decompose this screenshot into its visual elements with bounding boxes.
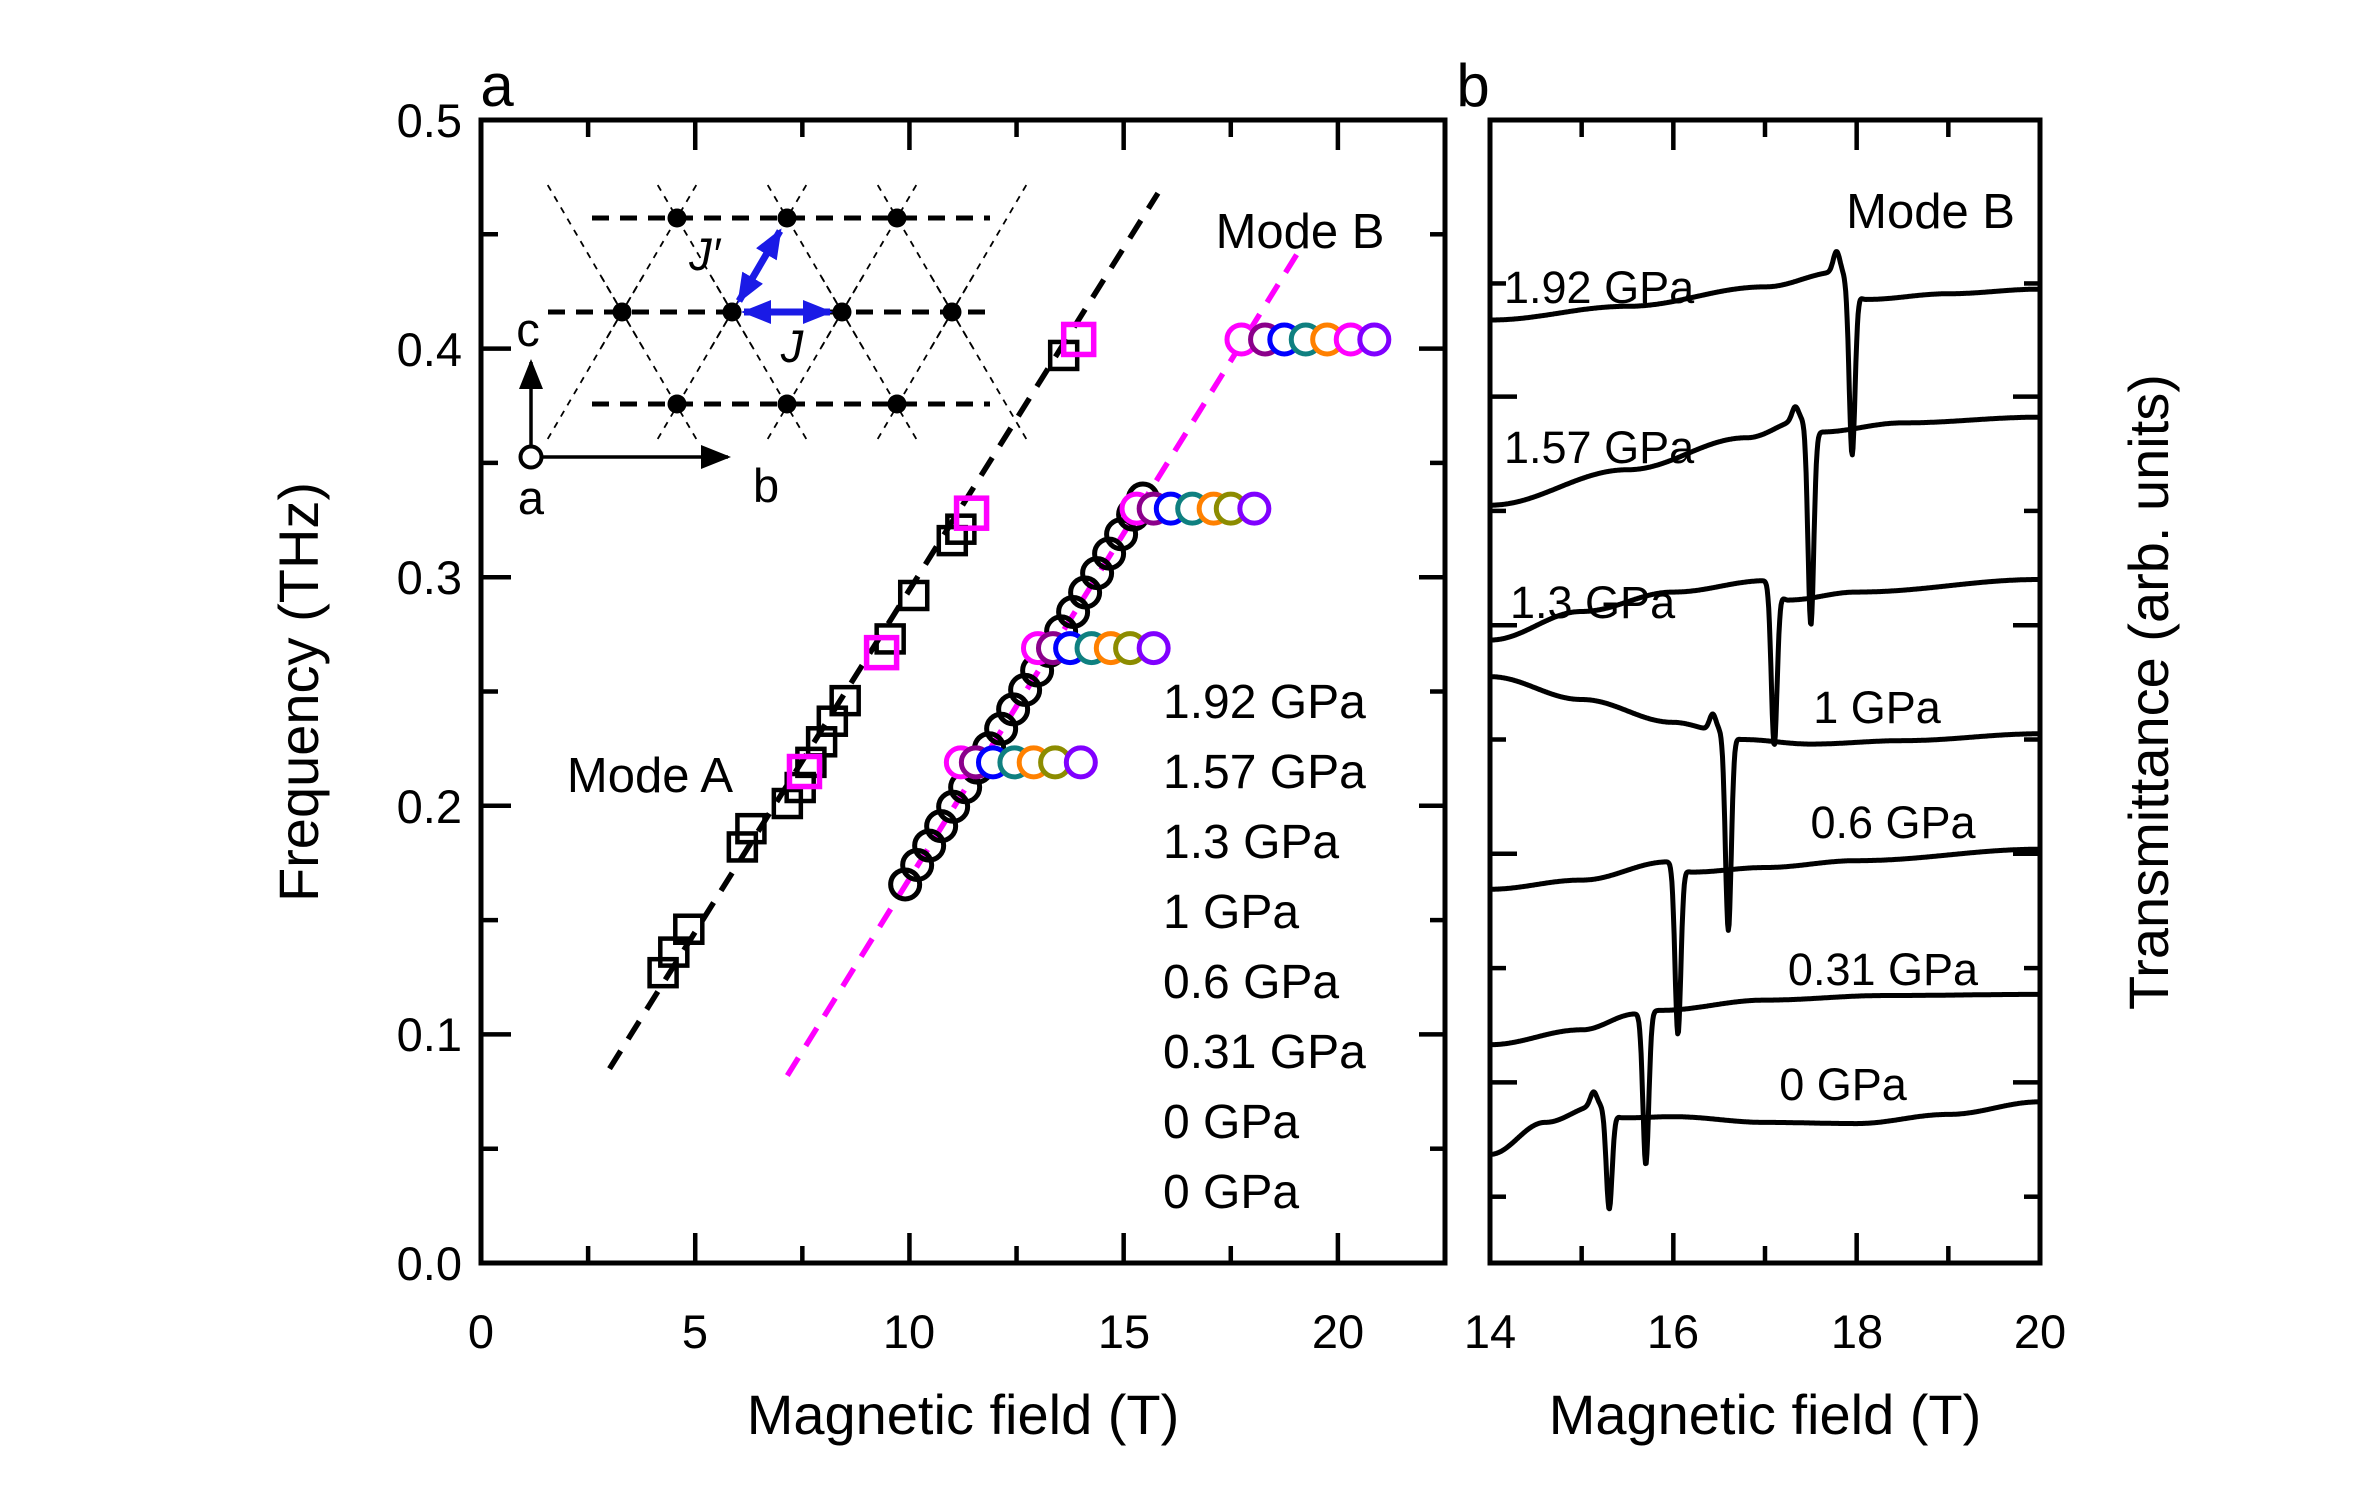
lattice-diagonal-bond <box>600 275 699 443</box>
lattice-diagonal-bond <box>930 275 1029 443</box>
lattice-site <box>777 208 797 228</box>
panel-a-marks <box>481 120 1445 1263</box>
inset-jprime-label: J′ <box>688 229 722 280</box>
data-point-circle <box>1136 631 1171 666</box>
legend-1gpa: 1 GPa <box>1163 886 1299 939</box>
lattice-site <box>722 302 742 322</box>
transmittance-curve-1.92-gpa <box>1487 249 2043 458</box>
curve-label-0.31gpa: 0.31 GPa <box>1788 944 1979 995</box>
curve-label-1gpa: 1 GPa <box>1813 682 1942 733</box>
crystal-lattice-inset <box>518 181 1029 470</box>
mode-b-label-panel-b: Mode B <box>1846 185 2015 239</box>
legend-0.6gpa: 0.6 GPa <box>1163 956 1339 1009</box>
b-xtick-20: 20 <box>2014 1305 2066 1358</box>
inset-c-axis-label: c <box>516 303 540 356</box>
lattice-site <box>942 302 962 322</box>
mode-B-fit-dashed-line <box>785 248 1302 1077</box>
lattice-site <box>612 302 632 322</box>
transmittance-curve-1.57-gpa <box>1487 404 2043 627</box>
data-point-square-magenta <box>953 495 990 531</box>
inset-b-axis-label: b <box>753 459 779 512</box>
data-point-square-black <box>647 956 679 989</box>
lattice-site <box>887 208 907 228</box>
data-point-square-black <box>897 579 930 612</box>
lattice-diagonal-bond <box>655 275 754 443</box>
legend-0.31gpa: 0.31 GPa <box>1163 1026 1366 1079</box>
data-point-circle <box>1063 745 1098 780</box>
mode-b-label-panel-a: Mode B <box>1216 205 1385 259</box>
data-point-circle <box>1237 491 1272 526</box>
jprime-exchange-arrow <box>735 228 784 304</box>
inset-j-label: J <box>780 321 804 372</box>
curve-label-1.92gpa: 1.92 GPa <box>1504 262 1695 313</box>
lattice-site <box>667 394 687 414</box>
data-point-square-black <box>735 812 767 845</box>
data-point-square-black <box>726 831 759 863</box>
lattice-site <box>667 208 687 228</box>
legend-0gpa-magenta: 0 GPa <box>1163 1096 1299 1149</box>
data-point-square-magenta <box>863 634 900 671</box>
data-point-circle <box>1357 322 1392 357</box>
a-xtick-20: 20 <box>1312 1305 1364 1358</box>
curve-label-0.6gpa: 0.6 GPa <box>1810 797 1976 848</box>
panel-b-x-axis-title: Magnetic field (T) <box>1549 1383 1982 1446</box>
mode-a-label: Mode A <box>567 749 733 803</box>
mode-A-fit-dashed-line <box>607 191 1161 1071</box>
legend-1.92gpa: 1.92 GPa <box>1163 676 1366 729</box>
transmittance-curve-0-gpa <box>1487 1089 2043 1212</box>
a-xtick-5: 5 <box>682 1305 708 1358</box>
b-xtick-16: 16 <box>1647 1305 1699 1358</box>
legend-0gpa-black: 0 GPa <box>1163 1166 1299 1219</box>
a-ytick-0.5: 0.5 <box>397 94 462 147</box>
lattice-diagonal-bond <box>875 275 974 443</box>
a-ytick-0.3: 0.3 <box>397 551 462 604</box>
lattice-diagonal-bond <box>545 275 644 443</box>
a-ytick-0.4: 0.4 <box>397 323 462 376</box>
a-xtick-0: 0 <box>468 1305 494 1358</box>
legend-1.3gpa: 1.3 GPa <box>1163 816 1339 869</box>
b-xtick-14: 14 <box>1464 1305 1516 1358</box>
curve-label-0gpa: 0 GPa <box>1779 1059 1908 1110</box>
transmittance-curve-0.6-gpa <box>1487 846 2043 1037</box>
panel-a-x-axis-title: Magnetic field (T) <box>747 1383 1180 1446</box>
transmittance-curve-0.31-gpa <box>1487 991 2043 1167</box>
data-point-square-black <box>673 913 705 945</box>
curve-label-1.3gpa: 1.3 GPa <box>1510 577 1676 628</box>
lattice-site <box>832 302 852 322</box>
transmittance-curve-1.3-gpa <box>1487 577 2043 747</box>
data-point-square-black <box>795 746 827 779</box>
panel-a-letter: a <box>480 52 514 119</box>
a-ytick-0.1: 0.1 <box>397 1008 462 1061</box>
lattice-site <box>777 394 797 414</box>
panel-a-y-axis-title: Frequency (THz) <box>267 482 330 902</box>
a-axis-origin-circle <box>518 444 544 470</box>
legend-1.57gpa: 1.57 GPa <box>1163 746 1366 799</box>
panel-b-letter: b <box>1456 52 1489 119</box>
curve-label-1.57gpa: 1.57 GPa <box>1504 422 1695 473</box>
transmittance-curve-1-gpa <box>1487 674 2043 933</box>
a-xtick-15: 15 <box>1098 1305 1150 1358</box>
panel-b-marks <box>1487 120 2043 1263</box>
data-point-square-magenta <box>786 753 823 790</box>
inset-a-axis-label: a <box>518 471 545 524</box>
a-xtick-10: 10 <box>883 1305 935 1358</box>
lattice-site <box>887 394 907 414</box>
a-ytick-0.0: 0.0 <box>397 1237 462 1290</box>
a-ytick-0.2: 0.2 <box>397 780 462 833</box>
b-xtick-18: 18 <box>1831 1305 1883 1358</box>
data-point-square-magenta <box>1060 321 1097 358</box>
panel-b-y-axis-title: Transmittance (arb. units) <box>2117 374 2180 1010</box>
data-point-square-black <box>829 684 861 717</box>
lattice-diagonal-bond <box>820 275 919 443</box>
